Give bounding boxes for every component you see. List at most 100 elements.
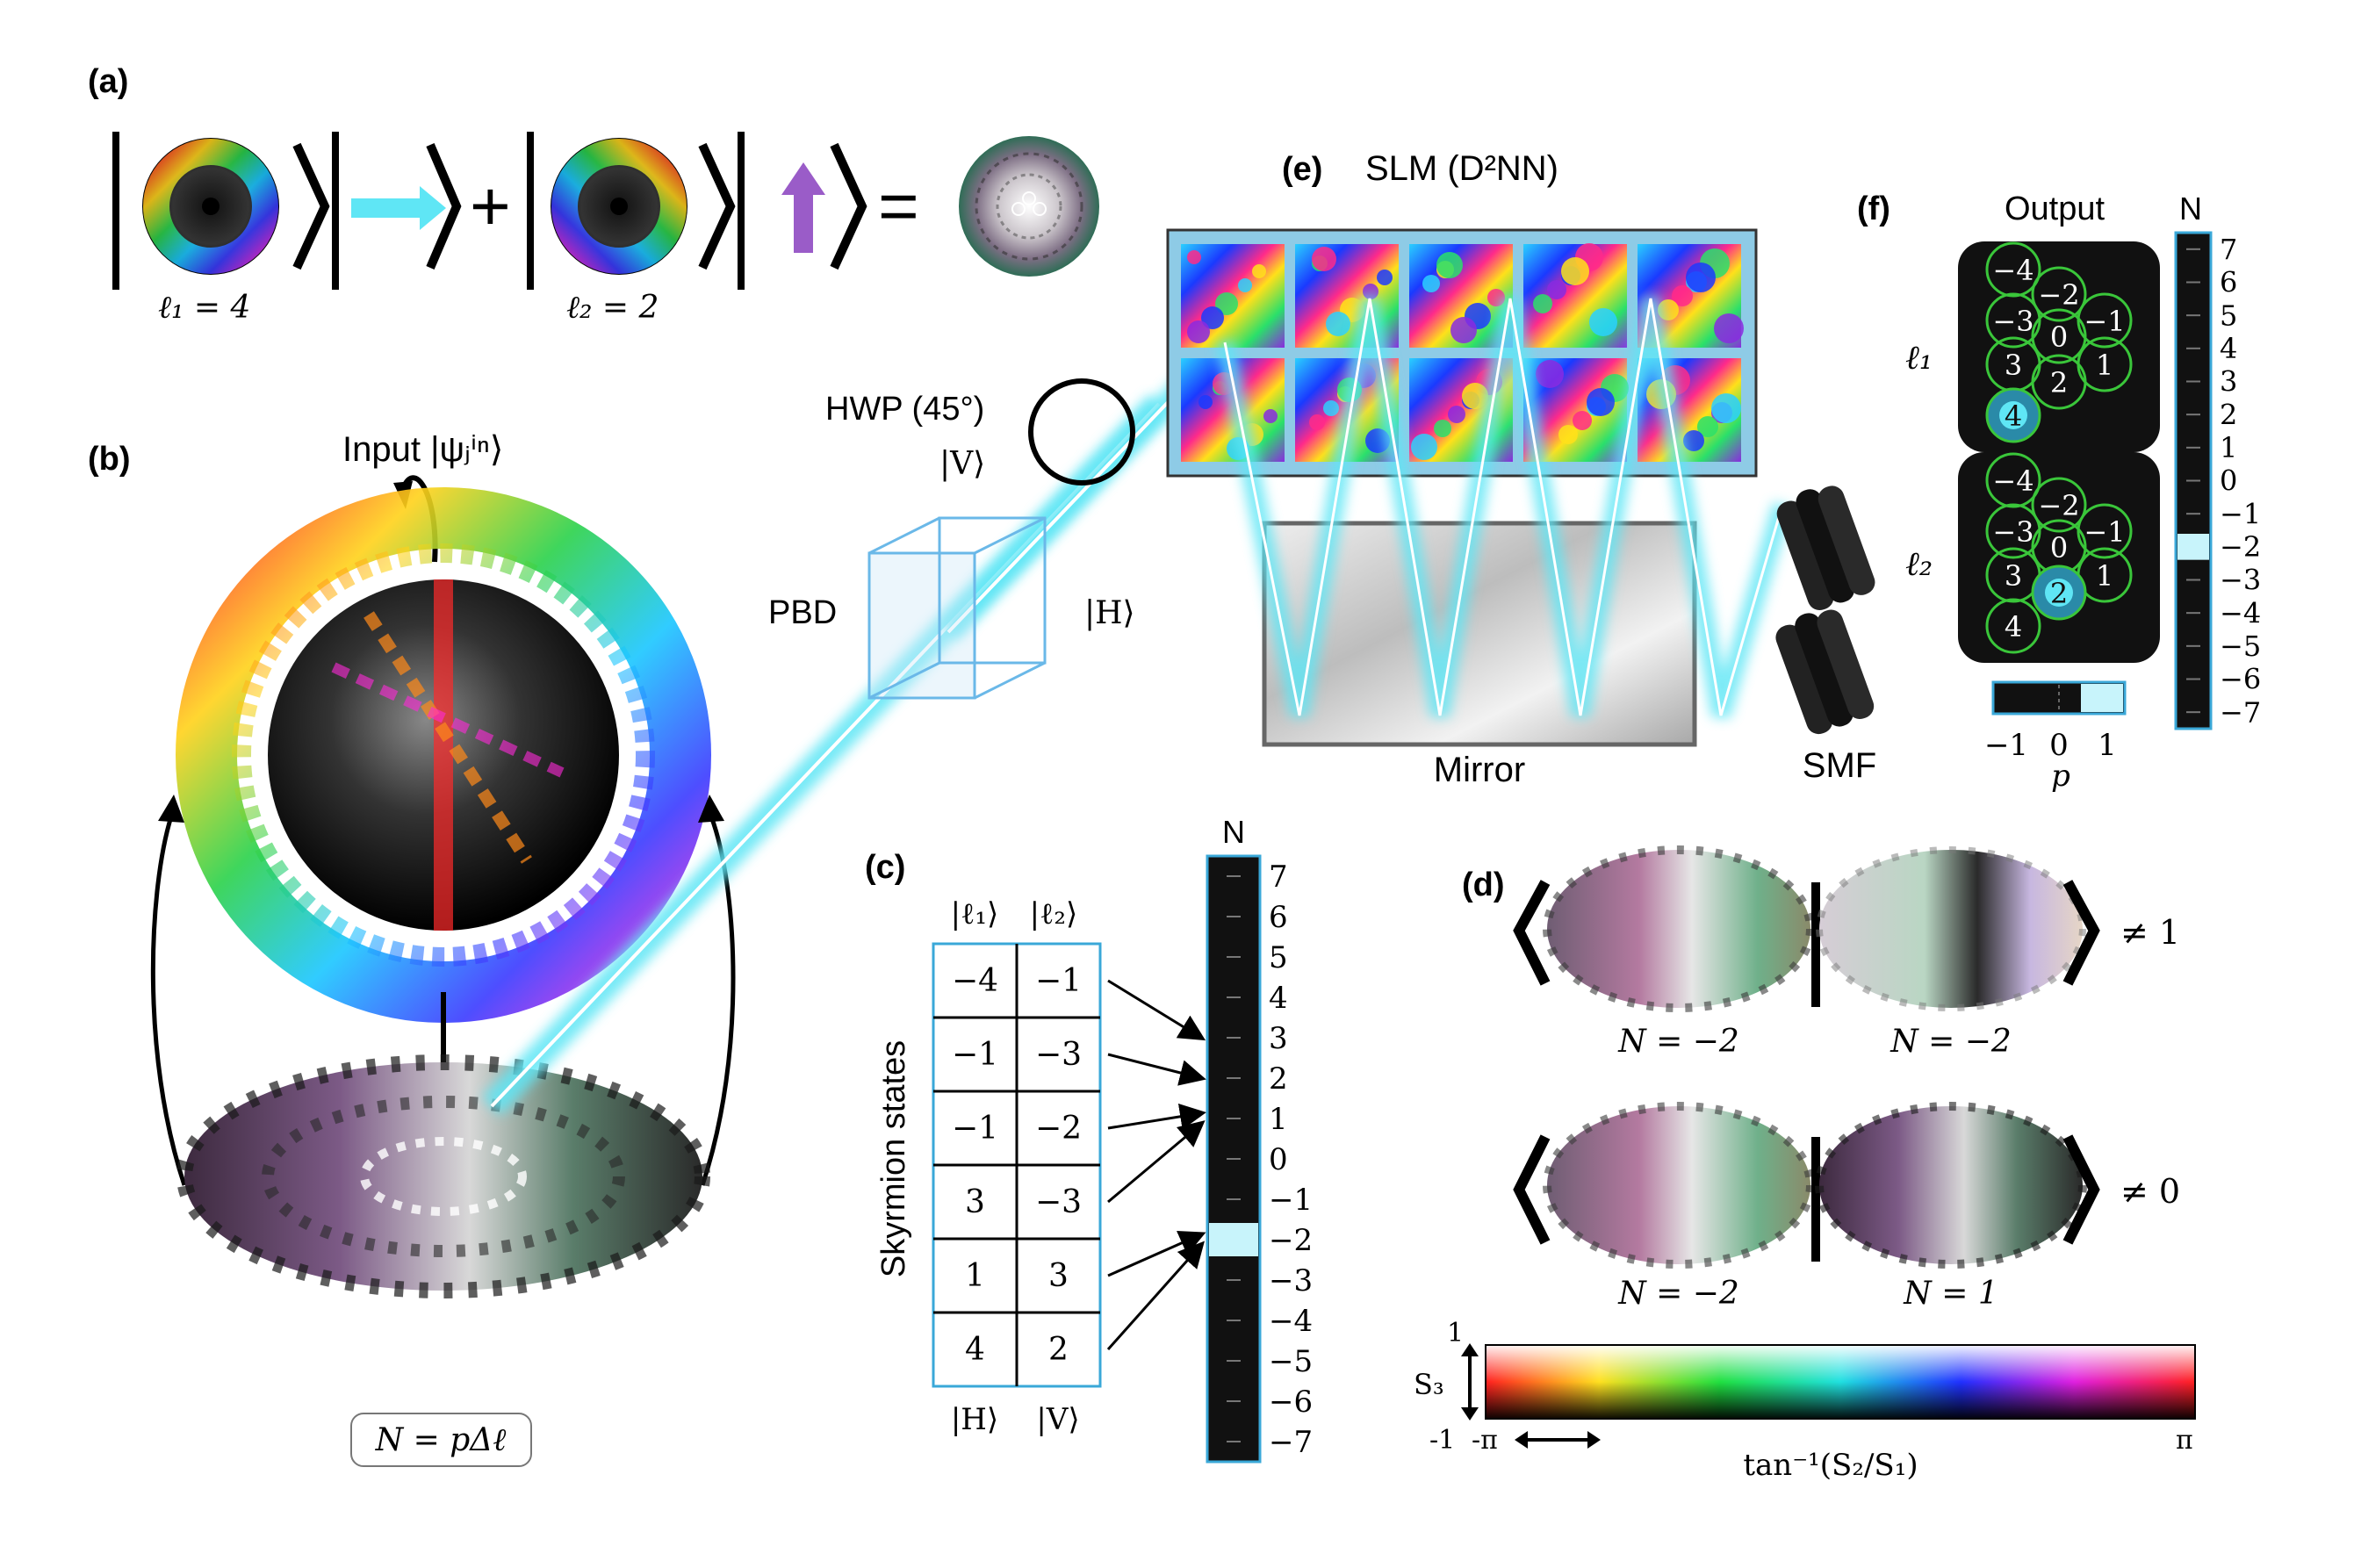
n-bar-tick-label: −3 xyxy=(1269,1263,1313,1298)
overlap-row-1 xyxy=(1513,845,2100,1012)
detector-value: −3 xyxy=(1992,515,2033,549)
phase-right: π xyxy=(2176,1425,2193,1456)
phase-double-arrow-icon xyxy=(1515,1431,1601,1449)
panel-label-d: (d) xyxy=(1462,867,1505,903)
p-axis-label: p xyxy=(2051,759,2070,794)
table-cell: −4 xyxy=(952,963,998,999)
s3-bottom: -1 xyxy=(1429,1425,1455,1456)
col-header-l1: |ℓ₁⟩ xyxy=(951,896,999,931)
n-bar-tick-label: 1 xyxy=(1269,1102,1288,1137)
formula-text: N = pΔℓ xyxy=(375,1422,507,1458)
skyrmion-superposition-icon xyxy=(959,136,1099,277)
n-bar-highlight xyxy=(2177,534,2209,560)
detector-ring xyxy=(1985,452,2041,508)
hsv-colorbar xyxy=(1485,1344,2196,1420)
table-cell: 2 xyxy=(1048,1332,1069,1368)
table-cell: −3 xyxy=(1035,1184,1082,1220)
mapping-arrow xyxy=(1107,1120,1206,1204)
panel-label-b: (b) xyxy=(88,441,131,478)
pbd-label: PBD xyxy=(768,594,837,631)
detector-ring xyxy=(2031,308,2087,364)
detector-value: 2 xyxy=(2050,366,2068,399)
panel-label-f: (f) xyxy=(1857,191,1890,227)
detector-value: 4 xyxy=(2005,610,2022,644)
detector-ring xyxy=(2031,266,2087,322)
smf-label: SMF xyxy=(1803,746,1876,785)
n-bar-tick-label: −7 xyxy=(1269,1425,1313,1460)
slm-title: SLM (D²NN) xyxy=(1365,149,1558,188)
c-n-bar: 7 6 5 4 3 2 1 0 −1 −2 −3 −4 −5 −6 −7 xyxy=(1206,854,1313,1464)
pbd-cube-icon xyxy=(867,516,1047,700)
p-label-minus1: −1 xyxy=(1984,728,2028,763)
n-bar-tick-label: 7 xyxy=(2220,233,2237,266)
mapping-arrow xyxy=(1106,1241,1205,1350)
n-bar-tick-label: −4 xyxy=(2220,596,2261,629)
n-bar-tick-label: 6 xyxy=(1269,900,1288,935)
hwp-label: HWP (45°) xyxy=(825,391,984,428)
detector-value: 4 xyxy=(2005,399,2022,433)
l1-label: ℓ₁ = 4 xyxy=(158,290,250,326)
detector-ring xyxy=(2077,503,2133,559)
n-bar-tick-label: 2 xyxy=(2220,398,2237,431)
table-cell: 3 xyxy=(1048,1258,1069,1294)
detector-value: 2 xyxy=(2050,577,2068,610)
n-bar-tick-label: 7 xyxy=(1269,860,1288,895)
n-bar-tick-label: 4 xyxy=(1269,981,1288,1016)
l2-label: ℓ₂ = 2 xyxy=(566,290,659,326)
row1-result: ≠ 1 xyxy=(2120,913,2180,952)
row1-right-n: N = −2 xyxy=(1890,1024,2012,1060)
mapping-arrow xyxy=(1107,1103,1206,1130)
skyrmion-states-table: −4 −1 −1 −3 −1 −2 3 −3 1 3 4 2 xyxy=(932,942,1102,1388)
n-bar-tick-label: 5 xyxy=(2220,298,2237,332)
panel-label-e: (e) xyxy=(1282,151,1322,188)
table-cell: 3 xyxy=(965,1184,985,1220)
n-bar-tick-label: −5 xyxy=(1269,1344,1313,1379)
f-row-label-l2: ℓ₂ xyxy=(1905,544,1933,583)
f-bar-title: N xyxy=(2179,191,2202,227)
mirror-label: Mirror xyxy=(1434,751,1525,789)
detector-ring xyxy=(2031,354,2087,410)
detector-ring xyxy=(1985,598,2041,654)
n-bar-tick-label: −7 xyxy=(2220,695,2261,729)
row2-right-n: N = 1 xyxy=(1903,1276,1997,1312)
n-bar-tick-label: −1 xyxy=(2220,497,2261,530)
c-mapping-arrows xyxy=(1106,979,1206,1350)
formula-box xyxy=(350,1413,532,1467)
n-bar-tick-label: 3 xyxy=(1269,1021,1288,1056)
detector-value: −4 xyxy=(1992,254,2033,287)
skyrmion-disk-d2-icon xyxy=(1819,850,2083,1008)
svg-text:=: = xyxy=(878,167,919,245)
row2-result: ≠ 0 xyxy=(2120,1172,2180,1211)
col-footer-v: |V⟩ xyxy=(1036,1402,1079,1437)
phase-axis-label: tan⁻¹(S₂/S₁) xyxy=(1743,1448,1918,1483)
table-cell: 1 xyxy=(965,1258,985,1294)
p-label-0: 0 xyxy=(2049,728,2069,763)
detector-value: 0 xyxy=(2050,531,2068,565)
mapping-arrow xyxy=(1107,1231,1206,1277)
n-bar-tick-label: −1 xyxy=(1269,1183,1313,1218)
col-header-l2: |ℓ₂⟩ xyxy=(1030,896,1078,931)
c-bar-title: N xyxy=(1222,814,1245,850)
n-bar-tick-label: −4 xyxy=(1269,1304,1313,1339)
row2-left-n: N = −2 xyxy=(1617,1276,1739,1312)
detector-value: −3 xyxy=(1992,305,2033,338)
col-footer-h: |H⟩ xyxy=(951,1402,998,1437)
f-row-label-l1: ℓ₁ xyxy=(1905,338,1933,377)
detector-ring xyxy=(1985,241,2041,298)
detector-value: 3 xyxy=(2005,349,2022,382)
detector-value: 1 xyxy=(2096,349,2113,382)
v-state-label: |V⟩ xyxy=(939,446,985,482)
poincare-sphere xyxy=(150,475,736,1298)
detector-spot xyxy=(2045,579,2073,607)
row1-left-n: N = −2 xyxy=(1617,1024,1739,1060)
n-bar-tick-label: 6 xyxy=(2220,266,2237,299)
n-bar-tick-label: 1 xyxy=(2220,431,2237,464)
output-title: Output xyxy=(2005,191,2105,227)
detector-value: 1 xyxy=(2096,559,2113,593)
skyrmion-disk-d4-icon xyxy=(1819,1106,2083,1264)
n-bar-tick-label: −5 xyxy=(2220,629,2261,663)
h-state-label: |H⟩ xyxy=(1084,595,1135,631)
n-bar-tick-label: 5 xyxy=(1269,940,1288,975)
